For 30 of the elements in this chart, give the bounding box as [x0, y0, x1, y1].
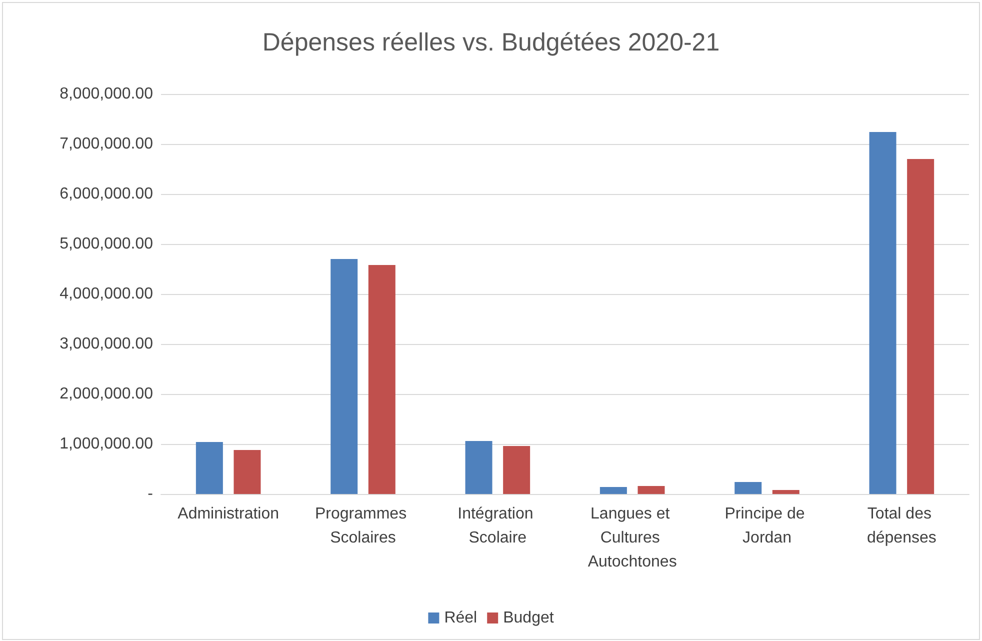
- x-tick-label: Total des dépenses: [866, 506, 936, 546]
- y-tick-label: 2,000,000.00: [60, 386, 154, 402]
- x-tick-label: Administration: [178, 506, 280, 522]
- legend-label: Budget: [503, 610, 554, 626]
- bar: [600, 487, 627, 494]
- x-tick-label: Programmes Scolaires: [314, 506, 412, 546]
- y-tick-label: 8,000,000.00: [60, 86, 154, 102]
- y-tick-label: 6,000,000.00: [60, 186, 154, 202]
- bar: [869, 132, 896, 494]
- chart-title: Dépenses réelles vs. Budgétées 2020-21: [262, 28, 720, 56]
- y-tick-label: 5,000,000.00: [60, 236, 154, 252]
- bar: [368, 265, 396, 494]
- x-tick-label: Intégration Scolaire: [458, 506, 538, 546]
- bar: [734, 482, 762, 494]
- y-tick-label: 7,000,000.00: [60, 136, 154, 152]
- bar: [638, 486, 665, 494]
- bar: [465, 441, 492, 494]
- bar: [234, 450, 261, 494]
- y-tick-label: 4,000,000.00: [60, 286, 154, 302]
- bar: [907, 159, 934, 494]
- y-tick-label: -: [148, 486, 153, 502]
- bar: [196, 442, 223, 494]
- legend-label: Réel: [444, 610, 478, 626]
- bar: [330, 259, 358, 494]
- x-tick-label: Principe de Jordan: [724, 506, 810, 546]
- bar: [772, 490, 800, 494]
- bar: [503, 446, 530, 494]
- x-tick-label: Langues et Cultures Autochtones: [588, 506, 677, 570]
- y-tick-label: 1,000,000.00: [60, 436, 154, 452]
- y-tick-label: 3,000,000.00: [60, 336, 154, 352]
